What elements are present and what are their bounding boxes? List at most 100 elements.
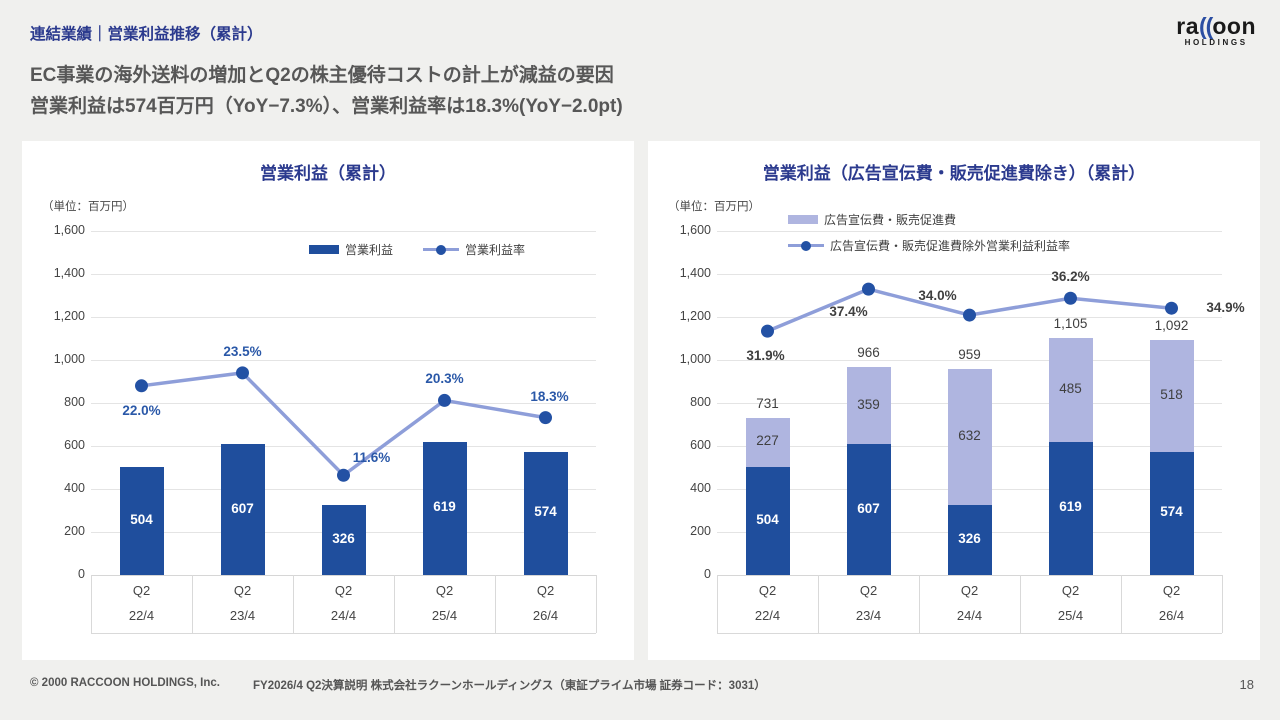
y-tick-label: 1,400 — [679, 266, 711, 280]
x-axis-bottom-rule — [717, 633, 1222, 634]
chart-legend: 広告宣伝費・販売促進費広告宣伝費・販売促進費除外営業利益利益率 — [788, 211, 1070, 254]
bar-total-label: 1,105 — [1053, 315, 1088, 331]
legend-label: 営業利益率 — [465, 243, 526, 257]
line-point-marker — [963, 308, 976, 322]
legend-bar-swatch-icon — [309, 245, 339, 254]
x-axis-label-quarter: Q2 — [435, 583, 454, 598]
line-pct-label: 36.2% — [1051, 269, 1090, 285]
bar-segment — [422, 441, 467, 575]
x-axis-label-quarter: Q2 — [859, 583, 878, 598]
chart-legend: 営業利益 営業利益率 — [309, 241, 525, 258]
chart-title: 営業利益（累計） — [260, 164, 396, 183]
line-point-marker — [1165, 301, 1178, 315]
bar-segment — [220, 444, 265, 575]
bar-value-label: 619 — [1059, 499, 1082, 515]
slide-headline: EC事業の海外送料の増加とQ2の株主優待コストの計上が減益の要因 営業利益は57… — [30, 60, 623, 122]
bar-total-label: 966 — [857, 345, 880, 361]
x-axis-label-period: 24/4 — [956, 608, 983, 623]
y-tick-label: 800 — [690, 395, 711, 409]
bar-segment — [745, 466, 790, 575]
chart-title: 営業利益（広告宣伝費・販売促進費除き）（累計） — [762, 164, 1146, 183]
x-axis-separator — [1020, 575, 1021, 633]
gridline — [717, 575, 1222, 576]
logo-text-suffix: oon — [1212, 13, 1256, 39]
bar-value-label: 326 — [958, 530, 981, 546]
x-axis-label-period: 23/4 — [855, 608, 882, 623]
line-point-marker — [539, 411, 552, 425]
line-pct-label: 20.3% — [425, 371, 464, 387]
copyright-text: © 2000 RACCOON HOLDINGS, Inc. — [30, 677, 220, 689]
line-series — [135, 366, 552, 482]
legend-label: 営業利益 — [345, 243, 394, 257]
x-axis-separator — [293, 575, 294, 633]
line-point-marker — [1064, 291, 1077, 305]
logo-text-prefix: ra — [1176, 13, 1200, 39]
y-tick-label: 400 — [64, 481, 85, 495]
gridline — [717, 231, 1222, 232]
bar-segment — [119, 466, 164, 575]
legend-item: 広告宣伝費・販売促進費 — [788, 211, 956, 228]
y-tick-label: 1,600 — [679, 223, 711, 237]
bar-value-label: 227 — [756, 433, 779, 449]
page-title: 連結業績｜営業利益推移（累計） — [30, 26, 263, 43]
bar-segment — [947, 504, 992, 575]
x-axis-label-quarter: Q2 — [233, 583, 252, 598]
line-pct-label: 37.4% — [829, 304, 868, 320]
bar-total-label: 731 — [756, 395, 779, 411]
bar-value-label: 504 — [130, 511, 153, 527]
x-axis-label-period: 26/4 — [1158, 608, 1185, 623]
x-axis-separator — [192, 575, 193, 633]
x-axis-label-period: 23/4 — [229, 608, 256, 623]
x-axis-separator — [818, 575, 819, 633]
y-tick-label: 1,600 — [53, 223, 85, 237]
bar-segment — [745, 417, 790, 467]
y-tick-label: 1,200 — [53, 309, 85, 323]
logo-parens-icon: (( — [1199, 13, 1213, 39]
unit-label: （単位：百万円） — [668, 201, 760, 213]
legend-item: 広告宣伝費・販売促進費除外営業利益利益率 — [788, 237, 1070, 254]
bar-value-label: 359 — [857, 396, 880, 412]
legend-line-swatch-icon — [788, 240, 824, 251]
x-axis-label-period: 25/4 — [1057, 608, 1084, 623]
legend-line-swatch-icon — [423, 244, 460, 255]
legend-item: 営業利益率 — [423, 241, 525, 258]
x-axis-separator — [1222, 575, 1223, 633]
line-pct-label: 23.5% — [223, 343, 262, 359]
x-axis-label-quarter: Q2 — [960, 583, 979, 598]
bar-value-label: 607 — [857, 500, 880, 516]
legend-item: 営業利益 — [309, 241, 393, 258]
bar-value-label: 504 — [756, 511, 779, 527]
chart-panel-operating-profit-ex-ad: 営業利益（広告宣伝費・販売促進費除き）（累計） （単位：百万円） 広告宣伝費・販… — [648, 141, 1260, 660]
y-tick-label: 0 — [704, 567, 711, 581]
chart-plot: 1,600 1,400 1,200 1,000 800 600 400 200 0 Q2 22/4 Q… — [22, 141, 634, 660]
x-axis-bottom-rule — [91, 633, 596, 634]
gridline — [91, 446, 596, 447]
bar-segment — [1048, 337, 1093, 442]
bar-value-label: 607 — [231, 500, 254, 516]
y-tick-label: 1,400 — [53, 266, 85, 280]
y-tick-label: 200 — [64, 524, 85, 538]
y-tick-label: 0 — [78, 567, 85, 581]
line-pct-label: 11.6% — [352, 450, 391, 466]
headline-line-2: 営業利益は574百万円（YoY−7.3%）、営業利益率は18.3%(YoY−2.… — [30, 96, 623, 117]
bar-segment — [846, 444, 891, 575]
x-axis-label-quarter: Q2 — [334, 583, 353, 598]
x-axis-label-quarter: Q2 — [1061, 583, 1080, 598]
x-axis-separator — [1121, 575, 1122, 633]
legend-line-dot — [801, 240, 811, 251]
bar-segment — [321, 504, 366, 575]
bar-value-label: 518 — [1160, 386, 1183, 402]
gridline — [91, 231, 596, 232]
line-point-marker — [761, 324, 774, 338]
bar-segment — [523, 451, 568, 575]
bar-segment — [1149, 340, 1194, 452]
logo-wordmark: ra((oon — [1176, 13, 1256, 39]
legend-label: 広告宣伝費・販売促進費 — [824, 213, 957, 227]
line-point-marker — [236, 366, 249, 380]
bar-value-label: 485 — [1059, 380, 1082, 396]
bar-value-label: 632 — [958, 427, 981, 443]
x-axis-separator — [717, 575, 718, 633]
gridline — [91, 274, 596, 275]
line-series — [761, 282, 1178, 338]
